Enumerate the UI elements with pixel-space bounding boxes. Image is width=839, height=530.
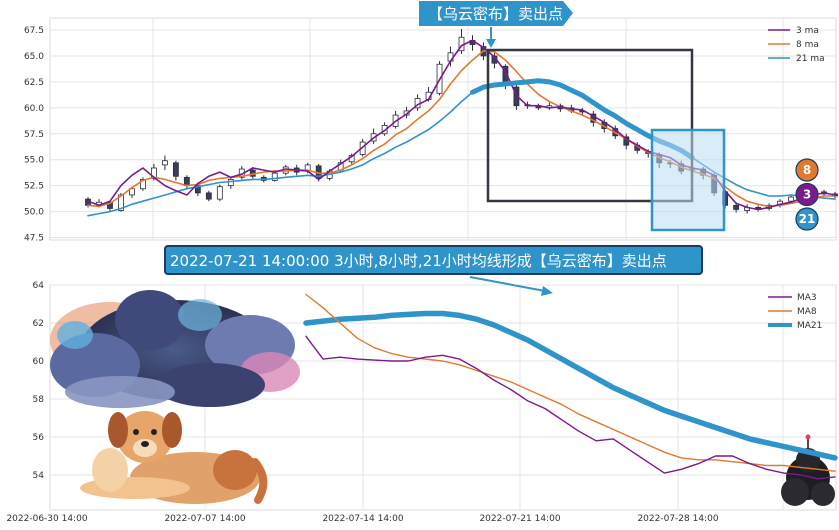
top-y-tick-label: 50.0: [24, 208, 44, 218]
bottom-y-tick-label: 60: [33, 357, 45, 367]
legend-label: 8 ma: [796, 40, 819, 50]
ma3-line-bottom: [305, 335, 836, 480]
dog-illustration: [80, 411, 268, 504]
bottom-y-tick-label: 58: [33, 395, 45, 405]
bottom-y-ticks: 54 56 58 60 62 64: [33, 281, 45, 481]
candle-body: [161, 160, 168, 166]
top-y-tick-label: 57.5: [24, 130, 44, 140]
candle-body: [107, 201, 113, 209]
candle-body: [151, 167, 157, 179]
candle-body: [227, 178, 234, 187]
breakdown-highlight-rect: [650, 128, 726, 232]
bottom-y-tick-label: 62: [33, 319, 44, 329]
candle-body: [271, 172, 278, 181]
candle-body: [788, 196, 794, 202]
candle-body: [129, 188, 135, 196]
dark-cloud-illustration: [50, 290, 300, 408]
bottom-x-tick-label: 2022-06-30 14:00: [6, 514, 87, 524]
bottom-x-tick-label: 2022-07-28 14:00: [637, 514, 718, 524]
ma-badge: [795, 207, 819, 231]
legend-label: MA3: [797, 293, 817, 303]
top-gridlines: [50, 18, 836, 240]
caption-banner: 2022-07-21 14:00:00 3小时,8小时,21小时均线形成【乌云密…: [164, 245, 703, 275]
ma-badge: [795, 158, 819, 182]
candle-body: [172, 162, 179, 177]
bottom-x-tick-label: 2022-07-07 14:00: [164, 514, 245, 524]
ma8-line-bottom: [305, 293, 836, 472]
legend-label: MA21: [797, 321, 822, 331]
ma-badge-label: 3: [803, 188, 811, 202]
top-y-tick-label: 52.5: [24, 182, 44, 192]
candle-body: [205, 192, 212, 200]
top-y-tick-label: 47.5: [24, 234, 44, 244]
ma-badges: 8 3 21: [795, 158, 819, 231]
callout-banner-text: 【乌云密布】卖出点: [428, 5, 563, 23]
bottom-y-tick-label: 54: [33, 471, 45, 481]
bottom-x-ticks: 2022-06-30 14:00 2022-07-07 14:00 2022-07-…: [6, 514, 718, 524]
top-y-ticks: 47.5 50.0 52.5 55.0 57.5 60.0 62.5 65.0 67.5: [24, 26, 44, 244]
bottom-x-tick-label: 2022-07-14 14:00: [322, 514, 403, 524]
candle-body: [140, 178, 146, 190]
top-legend: 3 ma 8 ma 21 ma: [768, 26, 825, 64]
legend-label: MA8: [797, 307, 817, 317]
bottom-y-tick-label: 56: [33, 433, 45, 443]
candle-body: [118, 194, 124, 211]
callout-arrow-down: [486, 27, 496, 48]
top-y-tick-label: 62.5: [24, 78, 44, 88]
bottom-ma-lines: [303, 293, 838, 480]
callout-banner: 【乌云密布】卖出点: [419, 1, 573, 26]
ma-badge-label: 21: [799, 212, 816, 226]
candle-body: [733, 204, 740, 210]
top-y-tick-label: 60.0: [24, 104, 44, 114]
candle-body: [216, 186, 223, 200]
legend-label: 3 ma: [796, 26, 819, 36]
legend-label: 21 ma: [796, 54, 825, 64]
bottom-y-tick-label: 64: [33, 281, 45, 291]
signal-window-rect: [486, 48, 694, 203]
bottom-x-tick-label: 2022-07-21 14:00: [479, 514, 560, 524]
bottom-legend: MA3 MA8 MA21: [768, 293, 822, 331]
top-y-tick-label: 67.5: [24, 26, 44, 36]
candle-body: [194, 185, 201, 194]
ma-badge-label: 8: [803, 163, 811, 177]
top-y-tick-label: 55.0: [24, 156, 44, 166]
top-y-tick-label: 65.0: [24, 52, 44, 62]
caption-arrow: [469, 276, 553, 296]
ma-badge: [795, 182, 819, 207]
ma21-line-bottom: [303, 310, 838, 461]
caption-banner-text: 2022-07-21 14:00:00 3小时,8小时,21小时均线形成【乌云密…: [170, 252, 667, 270]
